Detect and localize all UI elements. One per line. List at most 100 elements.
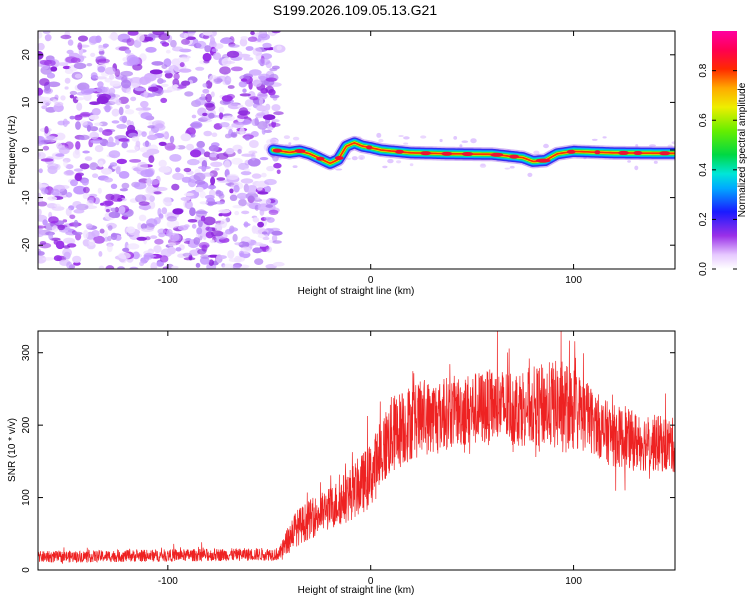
noise-blob (117, 266, 125, 269)
noise-blob (148, 155, 155, 164)
spectrogram-x-tick-label: -100 (158, 275, 178, 286)
noise-blob (98, 265, 105, 269)
noise-blob (200, 215, 206, 222)
noise-blob (170, 39, 177, 48)
noise-blob (137, 222, 142, 230)
noise-blob (160, 83, 169, 87)
noise-blob (138, 201, 150, 206)
noise-blob (62, 65, 71, 70)
noise-blob (199, 191, 206, 199)
noise-blob (121, 182, 130, 189)
noise-blob (51, 206, 65, 211)
noise-blob (470, 138, 477, 144)
noise-blob (95, 76, 107, 80)
noise-blob (268, 122, 281, 127)
noise-blob (157, 228, 166, 235)
spectrogram-x-label: Height of straight line (km) (298, 286, 415, 297)
noise-blob (122, 247, 130, 252)
noise-blob (249, 140, 259, 148)
noise-blob (167, 246, 176, 255)
noise-blob (189, 249, 200, 256)
noise-blob (202, 34, 209, 40)
noise-blob (265, 85, 274, 94)
noise-blob (527, 172, 533, 177)
ridge-hotspot (272, 148, 282, 153)
snr-y-tick-label: 200 (21, 416, 32, 433)
noise-blob (226, 50, 240, 58)
noise-blob (82, 192, 90, 200)
noise-blob (133, 182, 147, 190)
noise-blob (88, 239, 96, 246)
noise-blob (38, 225, 47, 229)
noise-blob (234, 210, 240, 216)
noise-blob (126, 149, 138, 153)
noise-blob (57, 62, 69, 66)
noise-blob (98, 251, 103, 257)
noise-blob (124, 109, 135, 115)
noise-blob (207, 185, 217, 190)
noise-blob (158, 33, 170, 41)
colorbar-tick-label: 0.8 (698, 63, 709, 77)
ridge-hotspot (316, 156, 325, 161)
noise-blob (129, 159, 142, 163)
noise-blob (126, 119, 132, 126)
ridge-hotspot (509, 154, 519, 159)
noise-blob (104, 86, 110, 96)
noise-blob (237, 114, 249, 120)
noise-blob (90, 139, 103, 144)
noise-blob (292, 136, 300, 141)
noise-blob (254, 258, 264, 265)
noise-blob (65, 56, 78, 63)
noise-blob (158, 159, 167, 168)
spectrogram-y-tick-label: -20 (21, 238, 32, 253)
noise-blob (41, 187, 49, 195)
noise-blob (101, 168, 113, 175)
snr-y-label: SNR (10 * v/v) (7, 418, 18, 482)
ridge-hotspot (659, 151, 671, 156)
noise-blob (120, 70, 133, 77)
noise-blob (38, 87, 44, 96)
noise-blob (126, 226, 136, 234)
noise-blob (94, 145, 104, 153)
noise-blob (135, 194, 147, 203)
colorbar-tick-label: 0.0 (698, 262, 709, 276)
noise-blob (193, 237, 201, 245)
snr-y-axis: 0 100 200 300 (21, 344, 675, 573)
spectrogram-x-tick-label: 0 (368, 275, 374, 286)
noise-blob (76, 102, 83, 111)
noise-blob (241, 210, 250, 215)
noise-blob (238, 198, 247, 207)
noise-blob (47, 81, 61, 88)
noise-blob (65, 192, 73, 198)
noise-blob (83, 229, 89, 239)
noise-blob (80, 88, 93, 95)
noise-blob (84, 156, 93, 161)
noise-blob (220, 38, 233, 44)
noise-blob (195, 262, 201, 268)
noise-blob (169, 135, 175, 144)
noise-blob (218, 106, 225, 113)
noise-blob (409, 163, 414, 167)
noise-blob (109, 162, 118, 167)
noise-blob (288, 142, 292, 146)
noise-blob (208, 227, 213, 233)
noise-blob (116, 158, 128, 165)
colorbar-ticks: 0.0 0.2 0.4 0.6 0.8 (698, 63, 737, 276)
ridge-hotspot (420, 151, 432, 156)
noise-blob (79, 55, 87, 59)
noise-blob (43, 87, 52, 94)
noise-blob (77, 42, 83, 50)
noise-blob (233, 184, 240, 193)
noise-blob (250, 31, 255, 35)
noise-blob (248, 150, 258, 154)
noise-blob (129, 266, 139, 269)
noise-blob (218, 209, 231, 214)
noise-blob (105, 208, 110, 213)
noise-blob (110, 207, 117, 212)
noise-blob (109, 80, 121, 87)
noise-blob (69, 115, 75, 120)
noise-blob (252, 247, 263, 254)
noise-blob (292, 165, 298, 169)
noise-blob (167, 242, 177, 247)
